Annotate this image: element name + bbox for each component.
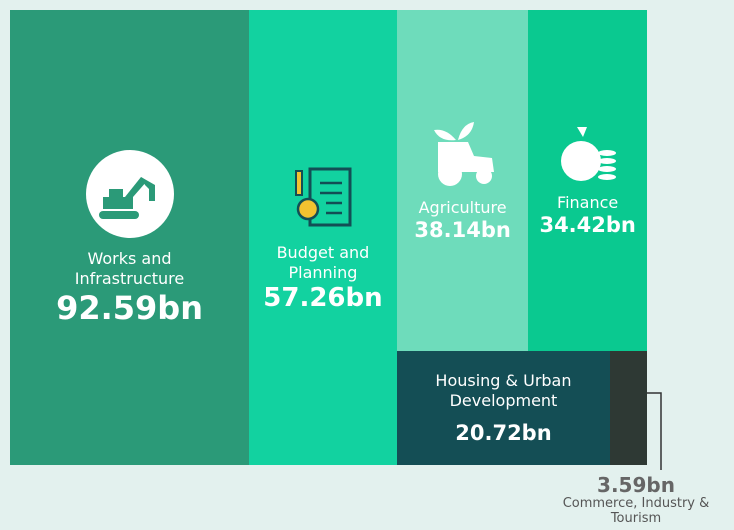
value-label: 3.59bn [597, 473, 675, 497]
value-label: 20.72bn [455, 420, 552, 445]
category-label: Works and Infrastructure [74, 248, 185, 288]
category-label: Housing & Urban Development [435, 370, 572, 410]
icon [418, 118, 508, 192]
outside-label: 3.59bn Commerce, Industry & Tourism [548, 474, 724, 526]
value-label: 38.14bn [414, 218, 511, 243]
treemap-cell [610, 350, 647, 465]
connector [647, 392, 662, 470]
value-label: 57.26bn [263, 282, 383, 313]
category-label: Finance [557, 193, 619, 213]
treemap-cell: Housing & Urban Development 20.72bn [396, 350, 611, 465]
category-label: Commerce, Industry & Tourism [562, 496, 710, 526]
icon [288, 163, 358, 237]
treemap-cell: Budget and Planning 57.26bn [249, 10, 397, 465]
icon [553, 123, 623, 187]
icon [85, 149, 175, 243]
treemap-cell: Agriculture 38.14bn [396, 10, 529, 351]
treemap-cell: Finance 34.42bn [528, 10, 647, 351]
treemap-cell: Works and Infrastructure 92.59bn [10, 10, 250, 465]
value-label: 34.42bn [539, 213, 636, 238]
category-label: Agriculture [418, 198, 507, 218]
category-label: Budget and Planning [276, 242, 370, 282]
value-label: 92.59bn [56, 288, 203, 327]
